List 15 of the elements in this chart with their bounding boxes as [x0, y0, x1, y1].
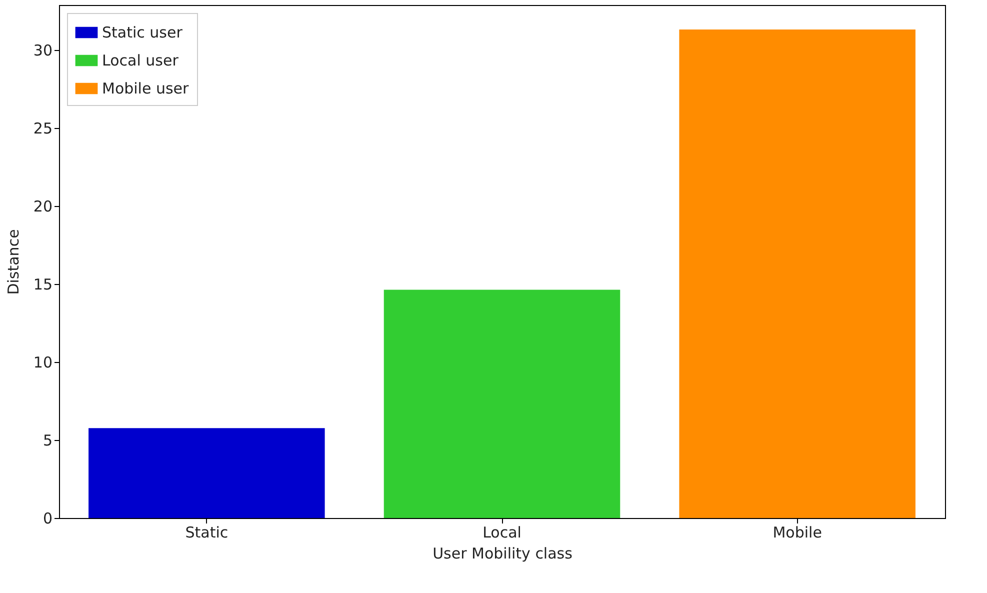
y-tick-label: 15	[33, 276, 52, 294]
x-tick-label: Static	[185, 524, 228, 542]
x-tick-label: Local	[482, 524, 522, 542]
legend-label: Static user	[102, 24, 184, 42]
legend-label: Local user	[102, 52, 180, 70]
y-tick-label: 25	[33, 120, 52, 138]
x-axis-title: User Mobility class	[432, 544, 573, 562]
y-tick-label: 10	[33, 354, 52, 372]
y-tick-label: 0	[42, 510, 52, 528]
x-tick-label: Mobile	[772, 524, 822, 542]
y-tick-label: 20	[33, 198, 52, 216]
y-tick-label: 5	[42, 432, 52, 450]
y-tick-label: 30	[33, 42, 52, 60]
y-axis-title: Distance	[4, 229, 22, 295]
legend-label: Mobile user	[102, 80, 190, 98]
